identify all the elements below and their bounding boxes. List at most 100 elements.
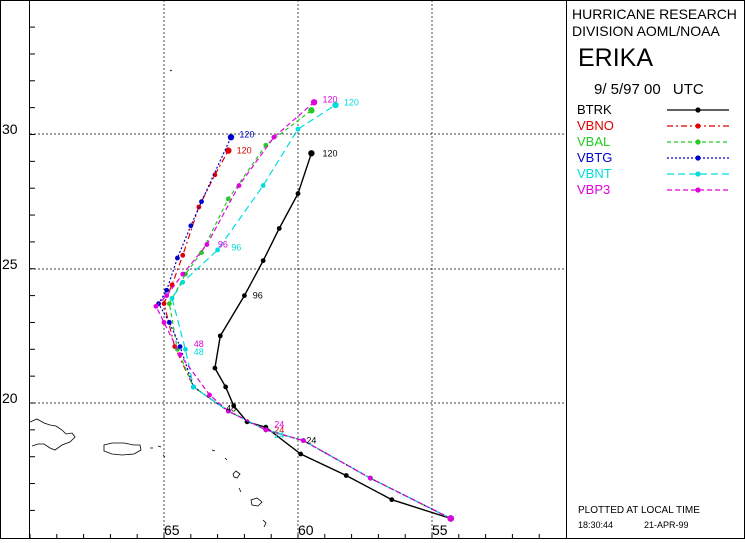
coastlines xyxy=(29,69,267,528)
plot-time: 18:30:44 xyxy=(578,520,614,530)
track-point-vbtg xyxy=(199,199,204,205)
forecast-hour-label: 24 xyxy=(306,436,316,446)
legend-label-vbp3: VBP3 xyxy=(577,182,611,197)
forecast-hour-label: 48 xyxy=(194,347,204,357)
org-line-2: DIVISION AOML/NOAA xyxy=(572,23,720,39)
track-point-vbp3 xyxy=(177,352,183,358)
forecast-hour-label: 120 xyxy=(322,148,337,158)
legend-label-vbnt: VBNT xyxy=(577,166,612,181)
track-point-vbp3 xyxy=(164,293,170,298)
forecast-hour-label: 96 xyxy=(231,242,241,252)
track-point-btrk xyxy=(231,403,237,409)
forecast-hour-label: 48 xyxy=(194,339,204,349)
lon-label-55: 55 xyxy=(432,522,448,538)
forecast-hour-label: 96 xyxy=(218,240,228,250)
track-vbno xyxy=(161,147,454,522)
legend-label-vbtg: VBTG xyxy=(577,150,613,165)
track-point-vbtg xyxy=(227,133,235,141)
track-point-vbno xyxy=(225,147,232,154)
forecast-hour-label: 120 xyxy=(237,146,252,156)
track-point-btrk xyxy=(295,191,301,196)
forecast-hour-label: 120 xyxy=(344,97,359,107)
track-vbtg xyxy=(156,133,454,522)
puerto-rico-coast xyxy=(103,442,142,456)
track-line-vbno xyxy=(163,150,452,520)
track-point-vbal xyxy=(308,107,315,114)
st-lucia-island xyxy=(262,519,267,528)
track-point-vbp3 xyxy=(207,392,212,398)
track-point-vbtg xyxy=(177,344,183,350)
track-point-btrk xyxy=(308,150,315,157)
track-point-vbno xyxy=(180,252,186,258)
track-point-vbp3 xyxy=(153,303,159,309)
legend-marker-btrk xyxy=(695,107,701,113)
track-point-vbnt xyxy=(180,279,186,285)
track-point-vbp3 xyxy=(367,475,373,481)
forecast-date: 9/ 5/97 00 xyxy=(594,81,661,98)
legend-label-vbal: VBAL xyxy=(577,134,611,149)
storm-name: ERIKA xyxy=(578,44,654,72)
track-vbal xyxy=(166,107,454,522)
track-point-vbtg xyxy=(166,320,172,325)
track-point-vbnt xyxy=(295,126,301,132)
antigua-island xyxy=(211,449,228,461)
plot-date: 21-APR-99 xyxy=(644,520,689,530)
track-btrk xyxy=(212,150,454,522)
track-point-vbp3 xyxy=(180,271,186,277)
org-line-1: HURRICANE RESEARCH xyxy=(572,6,737,22)
track-point-vbp3 xyxy=(236,183,242,188)
track-point-btrk xyxy=(217,333,223,339)
track-point-vbal xyxy=(225,196,231,202)
legend-label-vbno: VBNO xyxy=(577,118,614,133)
track-point-vbal xyxy=(199,250,204,256)
track-point-vbno xyxy=(161,301,167,307)
track-point-vbnt xyxy=(260,183,266,188)
forecast-tracks xyxy=(153,99,454,522)
track-point-vbp3 xyxy=(263,427,269,433)
forecast-tz: UTC xyxy=(672,81,704,98)
virgin-islands xyxy=(150,445,166,458)
guadeloupe-island xyxy=(232,470,241,479)
track-line-btrk xyxy=(214,153,452,520)
forecast-hour-label: 48 xyxy=(226,403,236,413)
plotted-at-label: PLOTTED AT LOCAL TIME xyxy=(578,505,700,516)
track-point-btrk xyxy=(389,497,395,503)
small-islet xyxy=(169,69,173,72)
forecast-datetime: 9/ 5/97 00 UTC xyxy=(594,81,704,98)
track-point-vbp3 xyxy=(310,99,318,106)
legend-swatches xyxy=(667,107,729,193)
forecast-hour-label: 96 xyxy=(253,291,263,301)
lat-label-30: 30 xyxy=(2,121,18,137)
track-point-vbnt xyxy=(215,247,221,253)
track-line-vbp3 xyxy=(155,101,452,520)
track-point-vbtg xyxy=(188,223,194,229)
legend-marker-vbno xyxy=(695,123,701,129)
track-point-vbnt xyxy=(169,295,175,301)
lon-label-65: 65 xyxy=(164,522,180,538)
forecast-hour-label: 24 xyxy=(274,419,284,429)
axis-ticks xyxy=(29,26,540,538)
martinique-island xyxy=(250,497,263,507)
track-line-vbtg xyxy=(157,136,452,520)
track-point-btrk xyxy=(298,451,304,457)
forecast-hour-label: 120 xyxy=(322,95,337,105)
lat-lon-grid xyxy=(30,0,566,539)
track-point-vbp3 xyxy=(225,408,231,414)
track-point-vbtg xyxy=(164,287,170,293)
legend-marker-vbtg xyxy=(695,155,701,161)
legend-marker-vbp3 xyxy=(695,187,701,193)
track-point-btrk xyxy=(343,473,349,478)
track-point-vbnt xyxy=(332,101,339,109)
legend-marker-vbal xyxy=(695,139,701,145)
track-point-btrk xyxy=(276,226,282,231)
legend-marker-vbnt xyxy=(695,171,701,177)
dominica-island xyxy=(238,487,242,493)
forecast-hour-label: 24 xyxy=(274,425,284,435)
track-point-vbnt xyxy=(191,384,196,390)
track-point-vbal xyxy=(166,301,172,307)
lon-label-60: 60 xyxy=(298,522,314,538)
track-point-vbp3 xyxy=(204,242,210,247)
track-line-vbnt xyxy=(171,104,452,520)
